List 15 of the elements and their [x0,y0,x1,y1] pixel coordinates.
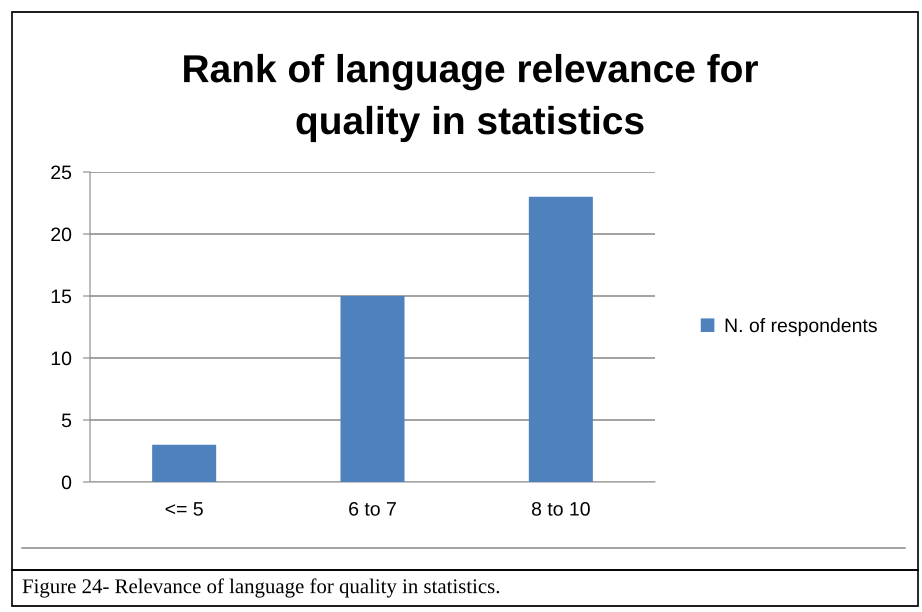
bar [340,296,405,482]
x-tick-label: 6 to 7 [349,502,396,516]
y-tick-label: 5 [62,414,72,428]
bar [152,444,216,482]
chart-title: Rank of language relevance for quality in statistics [184,54,758,142]
caption: Figure 24- Relevance of language for quality in statistics. [22,578,500,598]
x-tick-label: 8 to 10 [532,502,590,516]
y-tick-label: 0 [62,475,72,490]
legend-label: N. of respondents [726,318,877,336]
y-tick-label: 25 [51,165,72,180]
y-tick-label: 20 [51,227,72,242]
y-tick-label: 15 [52,290,72,304]
bar [528,196,593,482]
y-tick-label: 10 [52,351,72,366]
x-tick-label: <= 5 [166,502,203,516]
